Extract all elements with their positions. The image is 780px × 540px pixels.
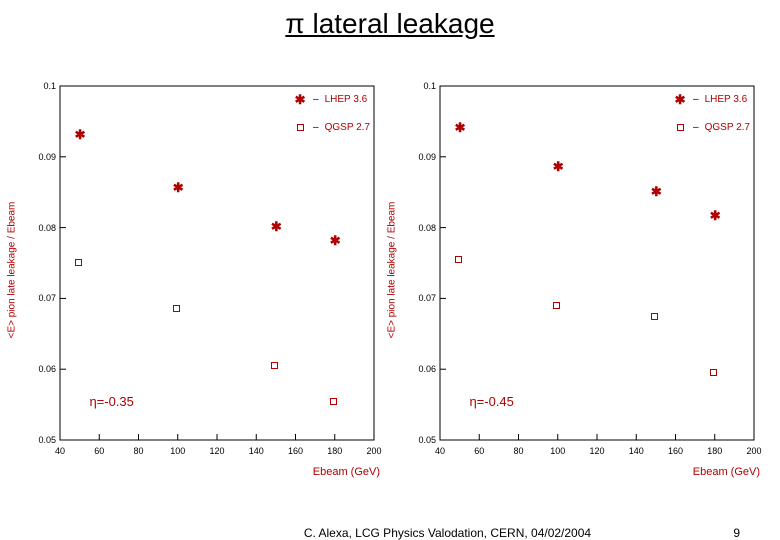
data-marker xyxy=(271,356,278,374)
data-marker xyxy=(710,363,717,381)
data-marker xyxy=(455,250,462,268)
eta-annotation: η=-0.35 xyxy=(89,394,133,409)
data-marker: ✱ xyxy=(75,126,86,144)
plot-area-0: 4060801001201401601802000.050.060.070.08… xyxy=(20,80,380,460)
x-axis-label: Ebeam (GeV) xyxy=(313,466,380,478)
legend-label: QGSP 2.7 xyxy=(705,122,750,133)
page-title: π lateral leakage xyxy=(0,8,780,40)
legend-symbol xyxy=(673,120,687,134)
data-marker: ✱ xyxy=(651,183,662,201)
legend-label: QGSP 2.7 xyxy=(325,122,370,133)
data-marker: ✱ xyxy=(455,119,466,137)
data-marker: ✱ xyxy=(330,232,341,250)
legend-item: ✱ – LHEP 3.6 xyxy=(673,92,750,106)
data-marker xyxy=(553,296,560,314)
legend-symbol: ✱ xyxy=(673,92,687,106)
data-marker: ✱ xyxy=(710,207,721,225)
data-marker xyxy=(330,392,337,410)
page: π lateral leakage 4060801001201401601802… xyxy=(0,0,780,540)
charts-row: 4060801001201401601802000.050.060.070.08… xyxy=(20,80,760,460)
chart-panel-0: 4060801001201401601802000.050.060.070.08… xyxy=(20,80,380,460)
data-marker xyxy=(173,299,180,317)
data-marker xyxy=(651,307,658,325)
legend-label: LHEP 3.6 xyxy=(705,94,748,105)
x-axis-label: Ebeam (GeV) xyxy=(693,466,760,478)
legend-item: – QGSP 2.7 xyxy=(293,120,370,134)
plot-area-1: 4060801001201401601802000.050.060.070.08… xyxy=(400,80,760,460)
y-axis-label: <E> pion late leakage / Ebeam xyxy=(7,202,18,339)
legend: ✱ – LHEP 3.6 – QGSP 2.7 xyxy=(293,92,370,148)
y-axis-label: <E> pion late leakage / Ebeam xyxy=(387,202,398,339)
footer-page-num: 9 xyxy=(733,526,740,540)
data-marker xyxy=(75,253,82,271)
data-marker: ✱ xyxy=(173,179,184,197)
legend-symbol xyxy=(293,120,307,134)
data-marker: ✱ xyxy=(271,218,282,236)
legend: ✱ – LHEP 3.6 – QGSP 2.7 xyxy=(673,92,750,148)
eta-annotation: η=-0.45 xyxy=(469,394,513,409)
legend-item: – QGSP 2.7 xyxy=(673,120,750,134)
legend-symbol: ✱ xyxy=(293,92,307,106)
footer-text: C. Alexa, LCG Physics Valodation, CERN, … xyxy=(304,526,591,540)
chart-panel-1: 4060801001201401601802000.050.060.070.08… xyxy=(400,80,760,460)
legend-label: LHEP 3.6 xyxy=(325,94,368,105)
data-marker: ✱ xyxy=(553,158,564,176)
legend-item: ✱ – LHEP 3.6 xyxy=(293,92,370,106)
